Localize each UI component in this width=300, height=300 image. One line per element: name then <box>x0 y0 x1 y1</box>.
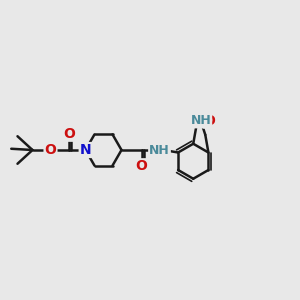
Text: O: O <box>203 113 215 128</box>
Text: O: O <box>45 143 56 157</box>
Text: NH: NH <box>149 143 170 157</box>
Text: O: O <box>136 159 147 173</box>
Text: N: N <box>80 143 91 157</box>
Text: NH: NH <box>190 114 211 128</box>
Text: O: O <box>63 127 75 141</box>
